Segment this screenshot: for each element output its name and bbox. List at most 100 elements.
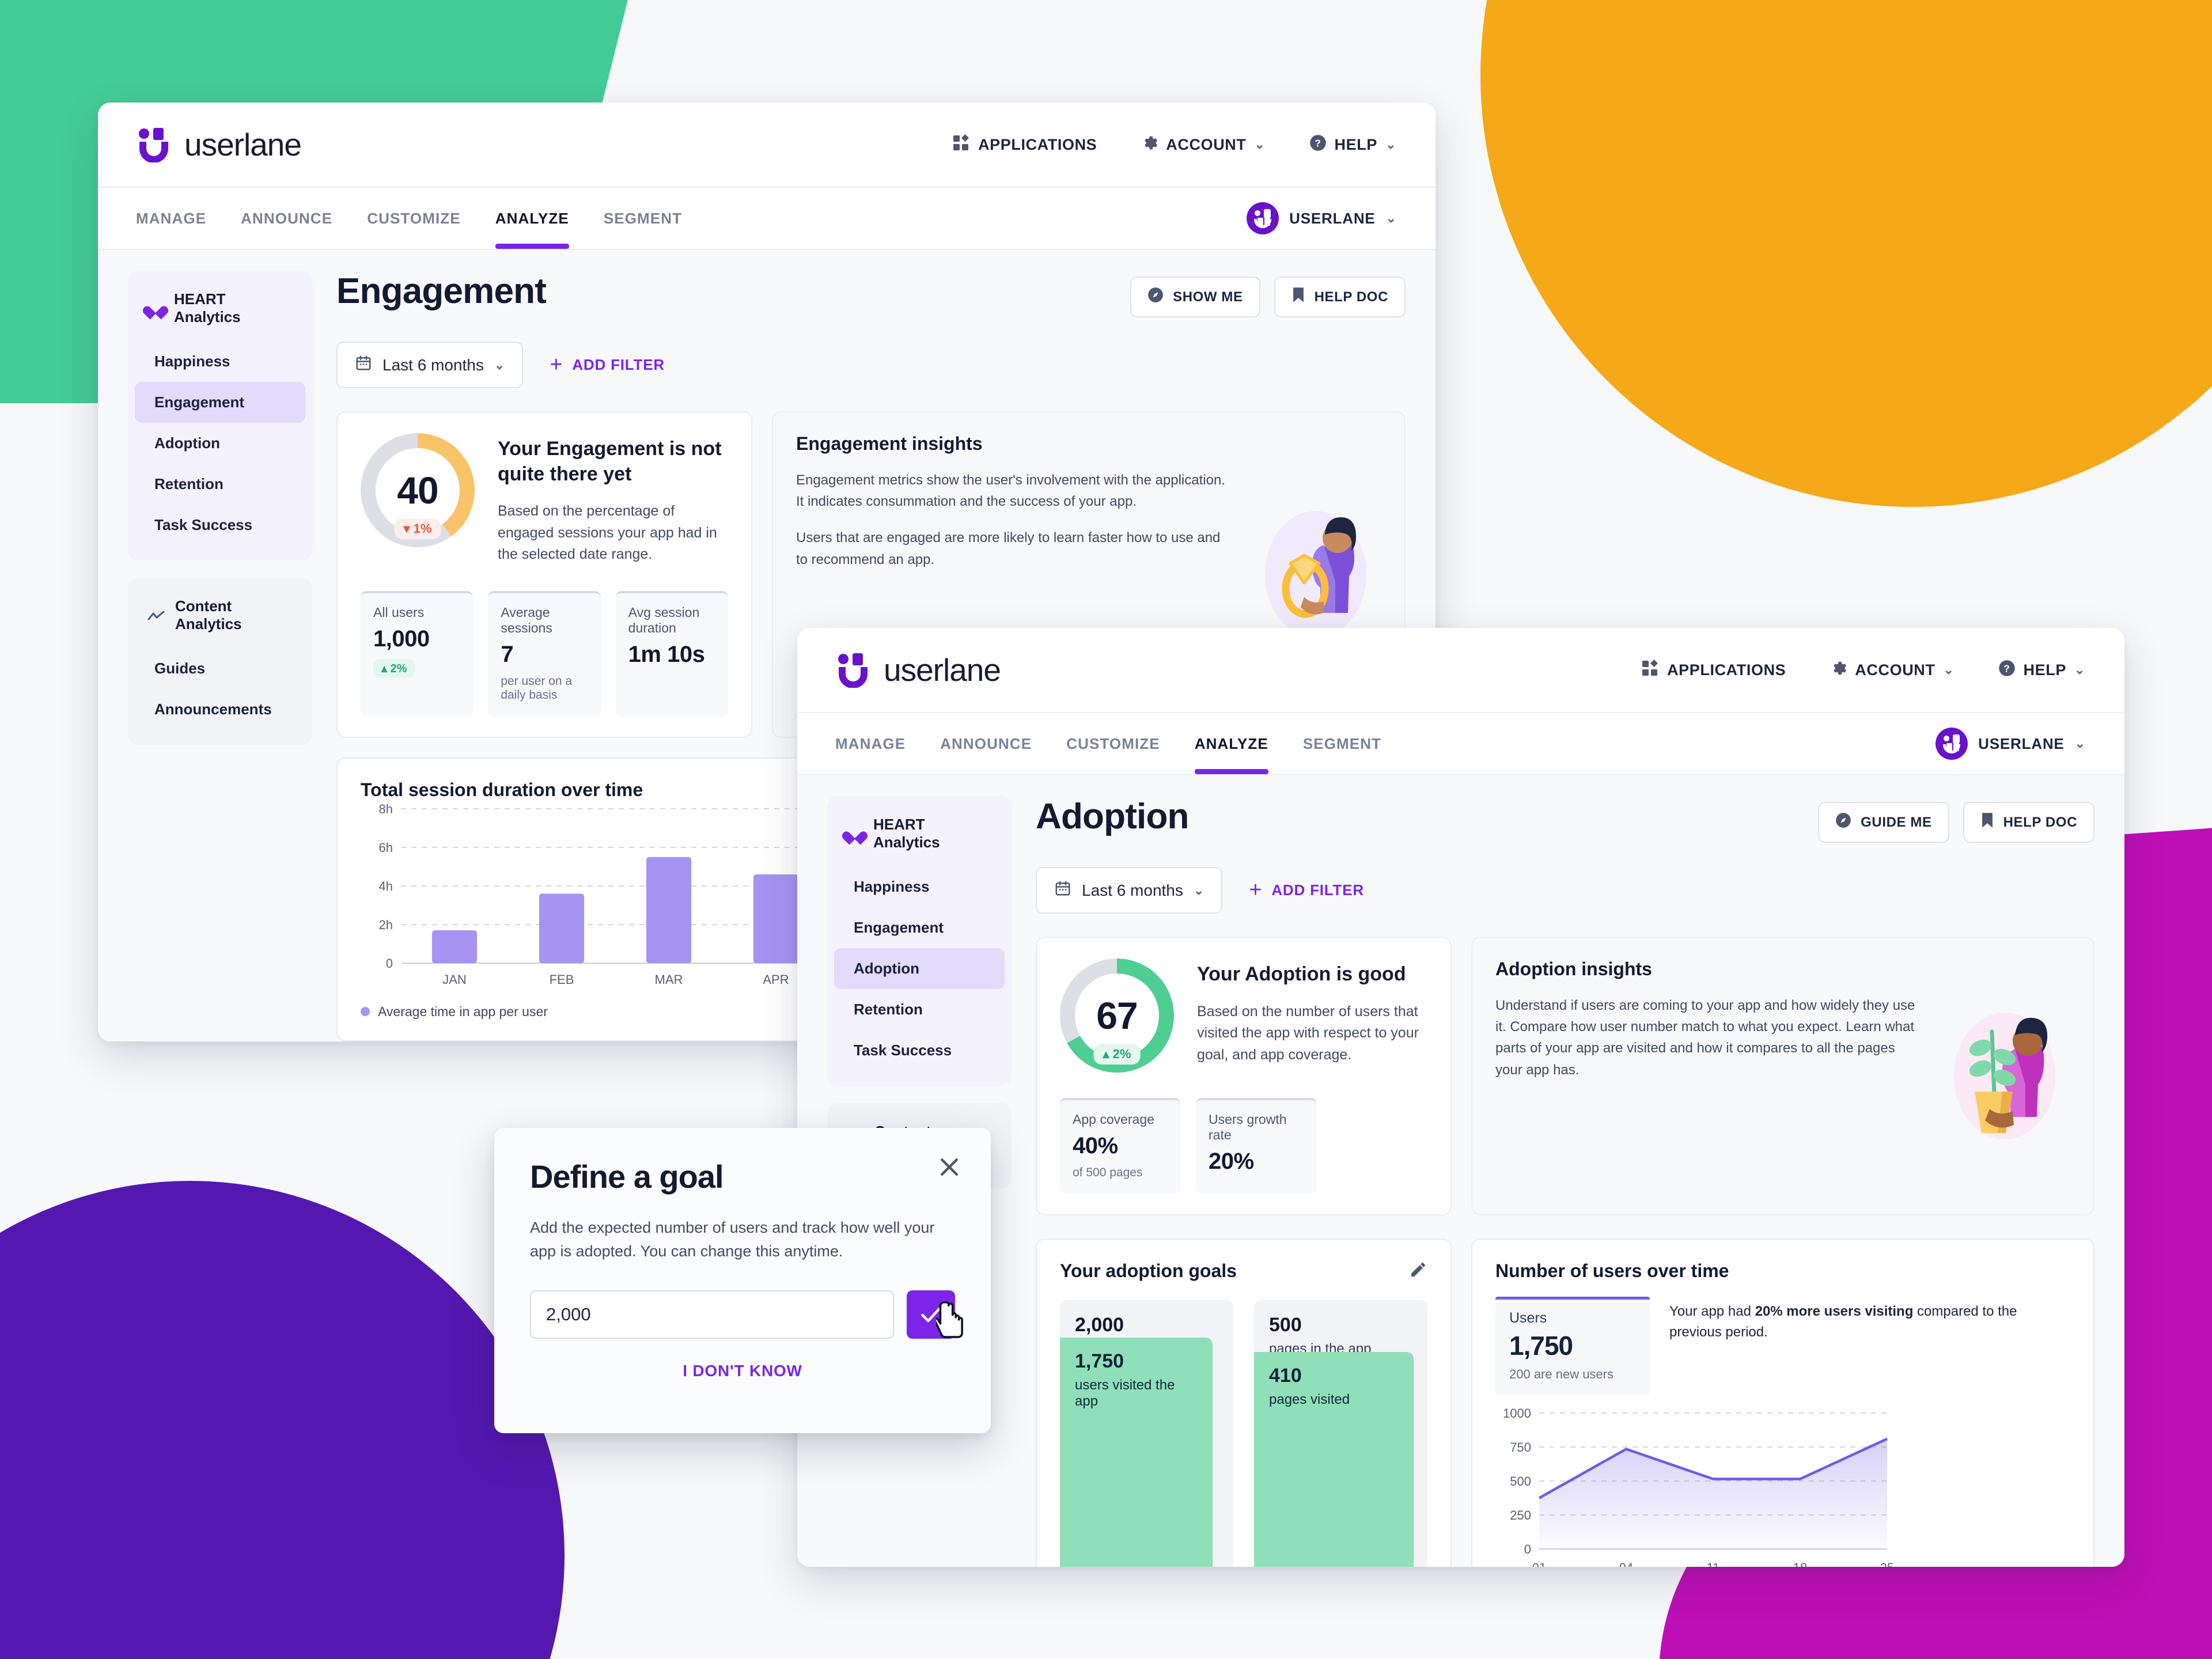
topnav-account[interactable]: ACCOUNT ⌄ — [1141, 134, 1265, 156]
tab-announce[interactable]: ANNOUNCE — [940, 734, 1032, 752]
chevron-down-icon: ⌄ — [2074, 662, 2085, 677]
date-range-value: Last 6 months — [382, 355, 484, 374]
topnav-help[interactable]: ? HELP ⌄ — [1309, 134, 1396, 156]
help-doc-button[interactable]: HELP DOC — [1963, 802, 2094, 843]
add-filter-button[interactable]: + ADD FILTER — [1249, 879, 1364, 901]
help-doc-label: HELP DOC — [1314, 289, 1388, 305]
engagement-insights-p2: Users that are engaged are more likely t… — [796, 530, 1221, 567]
help-icon: ? — [1309, 134, 1327, 156]
sidebar-item-announcements[interactable]: Announcements — [154, 700, 272, 718]
user-name: USERLANE — [1289, 209, 1376, 227]
avatar — [1936, 728, 1968, 760]
sidebar-item-retention[interactable]: Retention — [854, 1001, 923, 1018]
userlane-logo[interactable]: userlane — [835, 652, 1001, 688]
heart-analytics-title: HEART Analytics — [174, 290, 241, 325]
adoption-score-delta: ▴ 2% — [1093, 1044, 1141, 1065]
sidebar-item-adoption[interactable]: Adoption — [834, 948, 1005, 989]
content-analytics-header: Content Analytics — [128, 593, 312, 648]
goal-actual-value: 410 — [1269, 1365, 1302, 1387]
chevron-down-icon: ⌄ — [1943, 662, 1955, 677]
tab-customize[interactable]: CUSTOMIZE — [1066, 734, 1160, 752]
users-over-time-card: Number of users over time Users 1,750 20… — [1471, 1238, 2094, 1567]
engagement-insights-title: Engagement insights — [796, 433, 983, 454]
applications-icon — [1642, 659, 1659, 681]
tab-analyze[interactable]: ANALYZE — [495, 188, 569, 249]
edit-pencil-icon[interactable] — [1409, 1260, 1427, 1282]
sidebar-item-happiness[interactable]: Happiness — [854, 878, 930, 895]
topnav-help[interactable]: ? HELP ⌄ — [1998, 660, 2085, 681]
guide-me-button[interactable]: GUIDE ME — [1818, 802, 1949, 843]
adoption-insights-title: Adoption insights — [1495, 959, 1652, 979]
svg-text:?: ? — [1315, 137, 1321, 149]
header-actions: SHOW ME HELP DOC — [1130, 271, 1406, 317]
sidebar-item-guides[interactable]: Guides — [154, 660, 206, 677]
date-range-select[interactable]: Last 6 months ⌄ — [336, 342, 524, 388]
tabs: MANAGE ANNOUNCE CUSTOMIZE ANALYZE SEGMEN… — [835, 713, 1381, 774]
svg-text:25: 25 — [1880, 1560, 1893, 1567]
adoption-goals-title: Your adoption goals — [1060, 1260, 1237, 1281]
help-doc-button[interactable]: HELP DOC — [1274, 276, 1406, 317]
svg-text:18: 18 — [1793, 1560, 1807, 1567]
date-range-select[interactable]: Last 6 months ⌄ — [1036, 867, 1223, 914]
tab-segment[interactable]: SEGMENT — [603, 209, 683, 227]
svg-text:FEB: FEB — [550, 972, 574, 987]
tab-announce[interactable]: ANNOUNCE — [241, 209, 333, 227]
adoption-insights-p1: Understand if users are coming to your a… — [1495, 998, 1915, 1078]
i-dont-know-button[interactable]: I DON'T KNOW — [683, 1362, 802, 1380]
heart-analytics-header: HEART Analytics — [827, 811, 1012, 866]
sidebar-item-task-success[interactable]: Task Success — [154, 516, 253, 533]
adoption-top-row: 67 ▴ 2% Your Adoption is good Based on t… — [1036, 937, 2094, 1215]
tab-customize[interactable]: CUSTOMIZE — [367, 209, 461, 227]
heart-analytics-group: HEART Analytics Happiness Engagement Ado… — [128, 271, 312, 560]
sidebar-item-engagement[interactable]: Engagement — [135, 382, 305, 423]
sidebar-item-task-success[interactable]: Task Success — [854, 1041, 952, 1059]
user-menu[interactable]: USERLANE ⌄ — [1247, 202, 1396, 234]
show-me-button[interactable]: SHOW ME — [1130, 276, 1260, 317]
svg-text:11: 11 — [1707, 1560, 1720, 1567]
goal-value-input[interactable] — [530, 1290, 894, 1339]
tab-manage[interactable]: MANAGE — [136, 209, 207, 227]
heart-icon — [847, 826, 863, 841]
chevron-down-icon: ⌄ — [2074, 736, 2085, 751]
svg-text:0: 0 — [1524, 1542, 1531, 1556]
adoption-goals-card: Your adoption goals 2,000 users expected… — [1036, 1238, 1452, 1567]
chevron-down-icon: ⌄ — [1385, 137, 1396, 151]
user-menu[interactable]: USERLANE ⌄ — [1936, 728, 2085, 760]
engagement-insights-p1: Engagement metrics show the user's invol… — [796, 472, 1225, 510]
topnav-applications[interactable]: APPLICATIONS — [1642, 659, 1786, 681]
svg-text:JAN: JAN — [442, 972, 467, 987]
close-icon[interactable] — [937, 1154, 962, 1183]
bookmark-icon — [1291, 287, 1305, 307]
gear-icon — [1830, 660, 1847, 681]
metric-value: 7 — [501, 641, 514, 667]
adoption-goals-header: Your adoption goals — [1060, 1260, 1427, 1282]
chevron-down-icon: ⌄ — [494, 357, 505, 372]
orange-circle — [1480, 0, 2212, 507]
topnav-account[interactable]: ACCOUNT ⌄ — [1830, 660, 1954, 681]
tab-segment[interactable]: SEGMENT — [1302, 734, 1382, 752]
top-nav: APPLICATIONS ACCOUNT ⌄ ? HELP — [953, 134, 1396, 156]
sidebar-item-happiness[interactable]: Happiness — [154, 353, 230, 370]
chevron-down-icon: ⌄ — [1254, 137, 1266, 151]
userlane-logo[interactable]: userlane — [136, 126, 302, 163]
metric-label: Average sessions — [501, 604, 552, 635]
goal-actual-label: users visited the app — [1075, 1377, 1175, 1409]
engagement-score-card: 40 ▾ 1% Your Engagement is not quite the… — [336, 411, 752, 738]
topnav-applications[interactable]: APPLICATIONS — [953, 134, 1097, 156]
add-filter-button[interactable]: + ADD FILTER — [550, 354, 665, 376]
define-goal-modal: Define a goal Add the expected number of… — [494, 1128, 991, 1433]
adoption-score-value: 67 — [1096, 994, 1138, 1037]
sidebar-item-engagement[interactable]: Engagement — [854, 919, 944, 936]
tab-manage[interactable]: MANAGE — [835, 734, 906, 752]
page-title: Adoption — [1036, 797, 1189, 836]
metric-avg-session-duration: Avg session duration 1m 10s — [615, 590, 728, 716]
sidebar-item-adoption[interactable]: Adoption — [154, 434, 221, 452]
tab-analyze[interactable]: ANALYZE — [1194, 713, 1268, 774]
heart-analytics-header: HEART Analytics — [128, 286, 312, 341]
adoption-window: userlane APPLICATIONS — [797, 628, 2124, 1567]
goal-target-value: 2,000 — [1075, 1314, 1124, 1336]
top-bar: userlane APPLICATIONS — [98, 103, 1435, 188]
tabs: MANAGE ANNOUNCE CUSTOMIZE ANALYZE SEGMEN… — [136, 188, 682, 249]
sidebar-item-retention[interactable]: Retention — [154, 475, 224, 493]
